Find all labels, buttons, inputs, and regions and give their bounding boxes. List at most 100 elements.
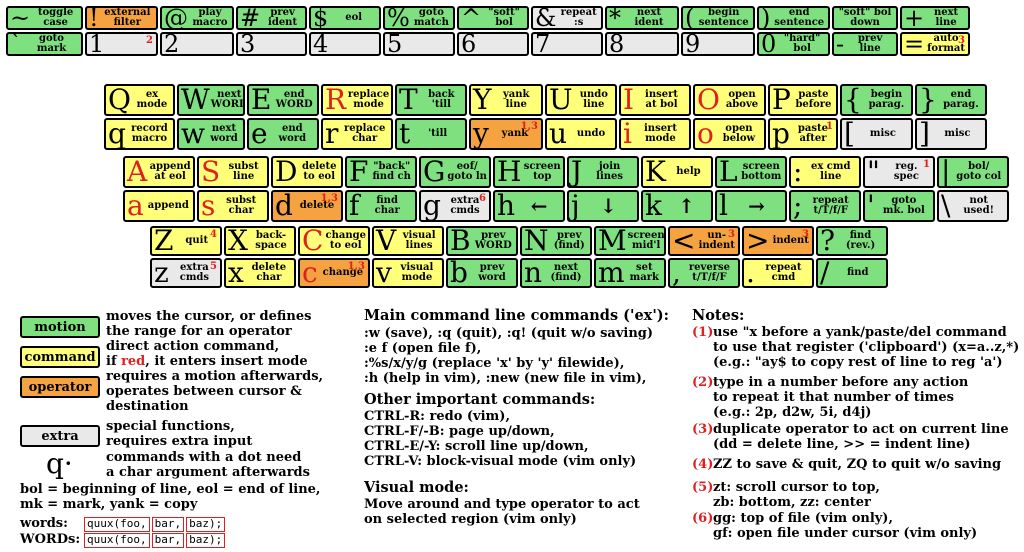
- key-desc: find (rev.): [845, 229, 876, 251]
- key-3-9: p paste after 1: [768, 118, 838, 150]
- key-desc: end word: [278, 122, 307, 144]
- key-char: I: [623, 84, 635, 116]
- key-char: C: [302, 226, 324, 256]
- legend-operator-box: operator: [20, 376, 100, 398]
- key-char: .: [746, 258, 755, 288]
- key-desc: ex cmd line: [810, 160, 851, 182]
- key-6-7: < un- indent 3: [668, 226, 740, 256]
- key-footnote: 1: [826, 121, 833, 132]
- key-1-10: 0 "hard" bol: [757, 32, 830, 56]
- key-char: m: [598, 258, 625, 288]
- key-char: R: [325, 84, 347, 116]
- key-6-9: ? find (rev.): [816, 226, 888, 256]
- key-char: H: [497, 156, 522, 188]
- key-5-7: k ↑: [641, 190, 713, 222]
- key-desc: extra cmds: [450, 194, 480, 216]
- key-char: 2: [164, 32, 180, 56]
- key-char: J: [571, 156, 583, 188]
- key-5-10: ' goto mk. bol: [863, 190, 935, 222]
- key-desc: subst line: [228, 160, 259, 182]
- key-4-11: | bol/ goto col: [937, 156, 1009, 188]
- legend-dot-desc: commands with a dot need a char argument…: [106, 450, 310, 480]
- key-1-4: 4: [309, 32, 381, 56]
- note-text: use "x before a yank/paste/del command t…: [713, 325, 1020, 370]
- key-desc: "back" find ch: [372, 160, 411, 182]
- key-desc: external filter: [104, 6, 151, 28]
- key-desc: insert at bol: [645, 88, 678, 110]
- key-1-8: 8: [605, 32, 679, 56]
- key-desc: ↑: [678, 193, 695, 218]
- key-char: V: [376, 226, 397, 256]
- key-footnote: 3: [728, 229, 735, 240]
- key-char: P: [772, 84, 791, 116]
- key-3-0: q record macro: [104, 118, 175, 150]
- key-4-9: : ex cmd line: [789, 156, 861, 188]
- key-char: 9: [685, 32, 701, 56]
- key-desc: prev word: [478, 261, 506, 283]
- key-desc: subst char: [226, 194, 257, 216]
- key-char: 0: [761, 32, 777, 56]
- key-desc: delete: [299, 199, 335, 211]
- key-char: q: [108, 118, 126, 150]
- key-char: #: [240, 6, 261, 30]
- legend-extra-box: extra: [20, 425, 100, 447]
- key-char: ;: [793, 190, 803, 222]
- note-number: (6): [692, 511, 714, 526]
- key-desc: screen bottom: [741, 160, 782, 182]
- key-desc: eof/ goto ln: [447, 160, 487, 182]
- key-desc: goto mk. bol: [882, 194, 925, 216]
- key-3-7: i insert mode: [619, 118, 691, 150]
- legend-operator-desc: requires a motion afterwards, operates b…: [106, 369, 324, 414]
- key-char: O: [697, 84, 720, 116]
- legend-motion-desc: moves the cursor, or defines the range f…: [106, 309, 312, 339]
- key-0-3: # prev ident: [236, 6, 307, 30]
- key-desc: undo line: [579, 88, 608, 110]
- key-char: Q: [108, 84, 131, 116]
- key-desc: undo: [576, 127, 606, 139]
- key-char: g: [423, 190, 441, 222]
- key-5-11: \ not used!: [937, 190, 1009, 222]
- key-char: ": [867, 156, 880, 188]
- key-char: s: [201, 190, 216, 222]
- key-char: t: [399, 118, 411, 150]
- key-char: h: [497, 190, 516, 222]
- key-desc: prev (find): [553, 229, 585, 251]
- key-desc: prev ident: [268, 6, 298, 28]
- key-char: >: [746, 226, 770, 256]
- abbreviations: bol = beginning of line, eol = end of li…: [20, 482, 321, 512]
- key-5-1: s subst char: [197, 190, 269, 222]
- key-char: E: [251, 84, 272, 116]
- key-1-2: 2: [160, 32, 234, 56]
- key-desc: set mark: [629, 261, 659, 283]
- key-char: -: [836, 32, 845, 56]
- words-example: words: quux(foo, bar, baz);: [20, 516, 227, 532]
- key-desc: find char: [374, 194, 400, 216]
- key-char: M: [598, 226, 627, 256]
- ex-title: Main command line commands ('ex'):: [364, 307, 669, 324]
- key-desc: goto mark: [36, 32, 67, 54]
- key-desc: append at eol: [149, 160, 191, 182]
- other-title: Other important commands:: [364, 391, 596, 408]
- key-char: B: [450, 226, 471, 256]
- key-footnote: 4: [210, 229, 217, 240]
- key-0-4: $ eol: [309, 6, 381, 30]
- key-desc: change: [322, 266, 364, 278]
- key-char: \: [941, 190, 951, 222]
- key-5-0: a append: [123, 190, 195, 222]
- key-footnote: 1,3: [347, 261, 365, 272]
- key-char: Y: [473, 84, 492, 116]
- key-4-3: F "back" find ch: [345, 156, 417, 188]
- key-desc: prev line: [857, 32, 883, 54]
- key-char: K: [645, 156, 666, 188]
- key-char: l: [719, 190, 728, 222]
- key-7-9: / find: [816, 258, 888, 288]
- key-char: T: [399, 84, 418, 116]
- key-desc: next word: [210, 122, 238, 144]
- key-char: N: [524, 226, 549, 256]
- key-3-2: e end word: [247, 118, 319, 150]
